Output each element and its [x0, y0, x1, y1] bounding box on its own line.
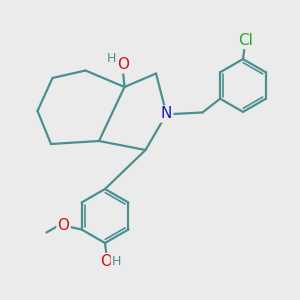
Text: O: O [58, 218, 70, 233]
Text: H: H [112, 255, 121, 268]
Text: O: O [100, 254, 112, 269]
Text: N: N [161, 106, 172, 122]
Text: O: O [117, 57, 129, 72]
Text: Cl: Cl [238, 33, 253, 48]
Text: H: H [107, 52, 116, 65]
